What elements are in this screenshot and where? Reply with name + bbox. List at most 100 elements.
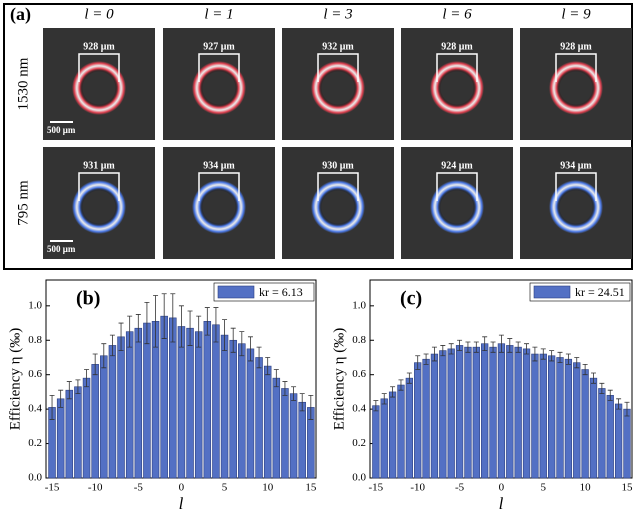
y-tick-label: 1.0: [352, 299, 366, 311]
bar: [230, 340, 237, 478]
bar: [540, 354, 547, 478]
bar: [582, 370, 589, 478]
bar: [92, 364, 99, 478]
figure: (a)l = 0l = 1l = 3l = 6l = 91530 nm928 μ…: [0, 0, 636, 521]
column-label: l = 9: [561, 6, 591, 22]
y-axis-label: Efficiency η (‰): [7, 328, 23, 431]
bar: [290, 394, 297, 478]
bar: [83, 378, 90, 478]
bar: [281, 388, 288, 478]
y-tick-label: 0.8: [352, 334, 366, 346]
x-tick-label: -5: [455, 482, 465, 494]
x-tick-label: 5: [222, 482, 228, 494]
panel-label: (b): [76, 288, 100, 310]
bar: [143, 323, 150, 478]
y-tick-label: 0.6: [352, 368, 366, 380]
x-tick-label: 15: [621, 482, 633, 494]
bar: [590, 378, 597, 478]
bar: [465, 347, 472, 478]
bar: [247, 349, 254, 478]
x-tick-label: 5: [541, 482, 547, 494]
bar: [221, 335, 228, 478]
legend-label: kr = 6.13: [259, 285, 303, 299]
bar: [135, 328, 142, 478]
y-tick-label: 0.6: [28, 368, 42, 380]
x-tick-label: 10: [580, 482, 592, 494]
bar: [607, 395, 614, 478]
width-label: 932 μm: [322, 41, 354, 52]
bar: [481, 344, 488, 478]
ring: [549, 180, 603, 234]
ring: [311, 180, 365, 234]
bar: [256, 357, 263, 478]
bar: [490, 347, 497, 478]
ring: [430, 180, 484, 234]
row-label: 1530 nm: [15, 57, 31, 110]
y-tick-label: 0.8: [28, 334, 42, 346]
y-tick-label: 1.0: [28, 299, 42, 311]
bar: [548, 356, 555, 478]
y-tick-label: 0.4: [28, 403, 42, 415]
bar: [212, 325, 219, 478]
x-tick-label: -10: [88, 482, 103, 494]
bar: [515, 347, 522, 478]
bar: [381, 399, 388, 478]
column-label: l = 6: [442, 6, 472, 22]
bar: [204, 321, 211, 478]
bar: [624, 409, 631, 478]
width-label: 927 μm: [203, 41, 235, 52]
bar: [456, 345, 463, 478]
x-tick-label: -5: [134, 482, 144, 494]
y-tick-label: 0.2: [28, 437, 42, 449]
ring: [72, 180, 126, 234]
bar: [109, 345, 116, 478]
x-tick-label: -15: [45, 482, 60, 494]
bar: [299, 402, 306, 478]
bar: [373, 406, 380, 478]
y-tick-label: 0.0: [352, 472, 366, 484]
width-label: 934 μm: [560, 160, 592, 171]
ring: [192, 180, 246, 234]
panel-label: (c): [400, 288, 422, 310]
bar: [406, 378, 413, 478]
bar: [498, 344, 505, 478]
width-label: 928 μm: [441, 41, 473, 52]
bar: [57, 399, 64, 478]
x-tick-label: 0: [499, 482, 505, 494]
x-tick-label: 15: [305, 482, 317, 494]
scale-bar-label: 500 μm: [47, 244, 76, 254]
legend-label: kr = 24.51: [575, 285, 625, 299]
ring: [549, 61, 603, 115]
ring: [430, 61, 484, 115]
ring: [72, 61, 126, 115]
bar: [473, 347, 480, 478]
row-label: 795 nm: [15, 180, 31, 226]
bar: [439, 351, 446, 478]
bar: [557, 357, 564, 478]
width-label: 924 μm: [441, 160, 473, 171]
bar: [273, 378, 280, 478]
bar: [74, 387, 81, 478]
bar: [573, 363, 580, 478]
ring: [311, 61, 365, 115]
x-axis-label: l: [179, 494, 184, 513]
bar: [195, 332, 202, 478]
bar: [506, 345, 513, 478]
bar: [126, 332, 133, 478]
bar: [264, 366, 271, 478]
bar: [532, 354, 539, 478]
bar: [178, 326, 185, 478]
width-label: 930 μm: [322, 160, 354, 171]
x-tick-label: 0: [179, 482, 185, 494]
bar: [238, 344, 245, 478]
y-tick-label: 0.4: [352, 403, 366, 415]
bar: [187, 328, 194, 478]
y-tick-label: 0.0: [28, 472, 42, 484]
column-label: l = 0: [84, 6, 114, 22]
x-tick-label: -15: [369, 482, 384, 494]
bar: [398, 385, 405, 478]
scale-bar-label: 500 μm: [47, 125, 76, 135]
bar: [615, 404, 622, 478]
bar: [431, 354, 438, 478]
x-tick-label: 10: [262, 482, 274, 494]
